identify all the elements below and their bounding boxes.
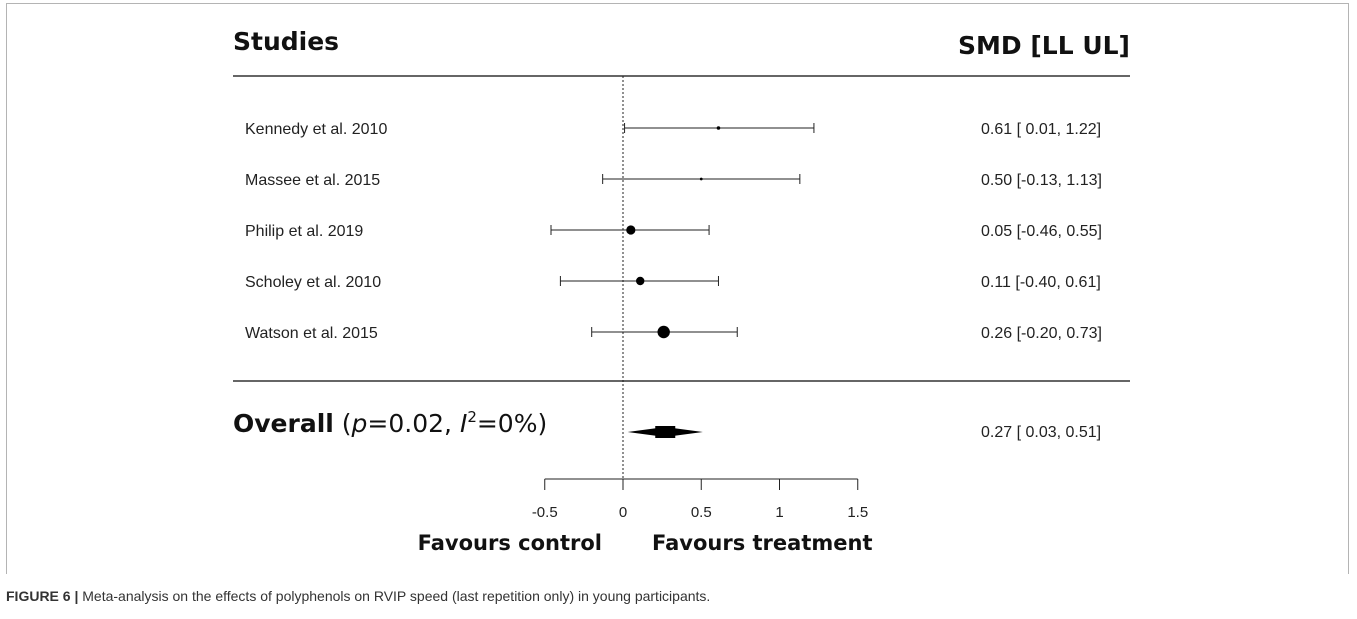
study-label: Massee et al. 2015 (245, 172, 380, 189)
study-row: Kennedy et al. 2010 0.61 [ 0.01, 1.22] (245, 121, 1101, 138)
x-tick-label: 0 (619, 504, 627, 521)
x-tick-label: -0.5 (532, 504, 558, 521)
study-label: Philip et al. 2019 (245, 223, 363, 240)
figure-number: FIGURE 6 | (6, 588, 79, 604)
study-label: Watson et al. 2015 (245, 325, 378, 342)
figure-caption: FIGURE 6 | Meta-analysis on the effects … (6, 588, 1346, 604)
study-estimate-text: 0.26 [-0.20, 0.73] (981, 325, 1102, 342)
x-axis-ticks: -0.5 0 0.5 1 1.5 (532, 479, 868, 521)
forest-plot: Studies SMD [LL UL] Kennedy et al. 2010 0… (233, 27, 1130, 555)
study-row: Watson et al. 2015 0.26 [-0.20, 0.73] (245, 325, 1102, 342)
overall-i-sup: 2 (467, 408, 477, 426)
overall-label-open: ( (334, 409, 352, 438)
overall-i-symbol: I (460, 409, 467, 438)
study-row: Philip et al. 2019 0.05 [-0.46, 0.55] (245, 223, 1102, 240)
point-estimate (657, 325, 670, 339)
smd-header: SMD [LL UL] (958, 31, 1130, 60)
study-estimate-text: 0.50 [-0.13, 1.13] (981, 172, 1102, 189)
point-estimate (716, 126, 721, 130)
overall-p-text: =0.02, (367, 409, 460, 438)
overall-estimate-text: 0.27 [ 0.03, 0.51] (981, 424, 1101, 441)
study-label: Kennedy et al. 2010 (245, 121, 387, 138)
x-tick-label: 1 (775, 504, 783, 521)
overall-estimate-box (655, 426, 676, 438)
study-row: Scholey et al. 2010 0.11 [-0.40, 0.61] (245, 274, 1101, 291)
studies-header: Studies (233, 27, 339, 56)
overall-label-bold: Overall (233, 409, 334, 438)
overall-label: Overall (p=0.02, I2=0%) (233, 408, 547, 438)
study-rows: Kennedy et al. 2010 0.61 [ 0.01, 1.22] Mas… (245, 121, 1102, 342)
caption-text: Meta-analysis on the effects of polyphen… (78, 588, 711, 604)
overall-p-symbol: p (351, 409, 368, 438)
figure-frame (6, 3, 1349, 574)
overall-i-text: =0%) (477, 409, 547, 438)
point-estimate (636, 276, 645, 286)
x-tick-label: 0.5 (691, 504, 712, 521)
favours-treatment-label: Favours treatment (652, 531, 872, 555)
study-estimate-text: 0.05 [-0.46, 0.55] (981, 223, 1102, 240)
point-estimate (699, 177, 703, 181)
study-label: Scholey et al. 2010 (245, 274, 381, 291)
study-row: Massee et al. 2015 0.50 [-0.13, 1.13] (245, 172, 1102, 189)
study-estimate-text: 0.61 [ 0.01, 1.22] (981, 121, 1101, 138)
study-estimate-text: 0.11 [-0.40, 0.61] (981, 274, 1101, 291)
x-tick-label: 1.5 (847, 504, 868, 521)
favours-control-label: Favours control (418, 531, 602, 555)
point-estimate (626, 225, 636, 235)
